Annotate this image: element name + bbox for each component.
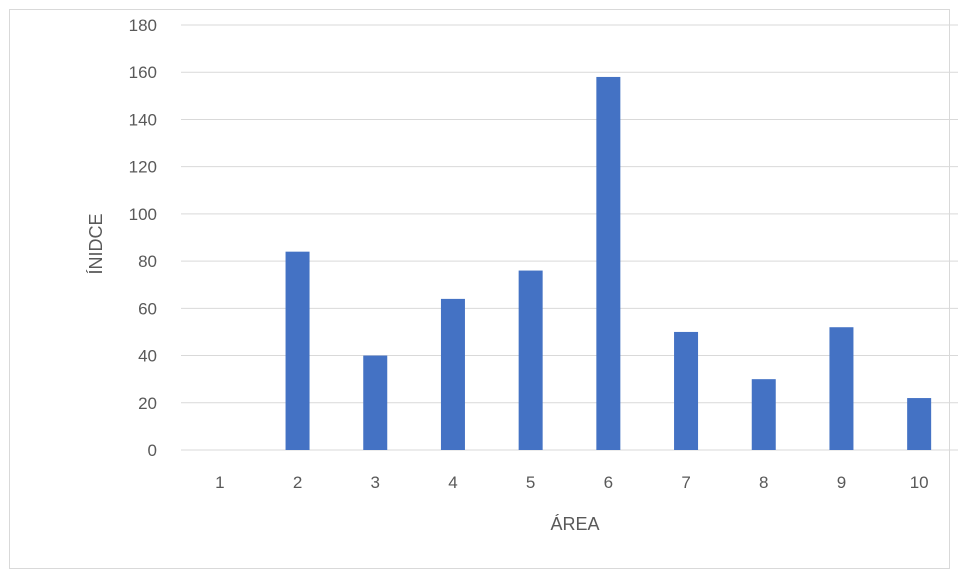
y-tick-label: 120 <box>129 158 157 177</box>
x-tick-label: 7 <box>681 473 690 492</box>
x-tick-label: 5 <box>526 473 535 492</box>
chart-area <box>9 9 950 569</box>
x-axis-tick-labels: 1 2 3 4 5 6 7 8 9 10 <box>215 473 928 492</box>
x-tick-label: 6 <box>604 473 613 492</box>
y-tick-label: 40 <box>138 347 157 366</box>
x-tick-label: 9 <box>837 473 846 492</box>
x-tick-label: 10 <box>910 473 929 492</box>
bar-10 <box>907 398 932 450</box>
bars <box>285 76 932 450</box>
y-axis-tick-labels: 0 20 40 60 80 100 120 140 160 180 <box>129 16 157 460</box>
bar-4 <box>440 298 465 450</box>
y-tick-label: 0 <box>148 441 157 460</box>
x-tick-label: 1 <box>215 473 224 492</box>
y-tick-label: 100 <box>129 205 157 224</box>
gridlines <box>181 24 958 451</box>
y-tick-label: 60 <box>138 299 157 318</box>
x-tick-label: 8 <box>759 473 768 492</box>
y-tick-label: 160 <box>129 63 157 82</box>
bar-8 <box>751 379 776 450</box>
y-tick-label: 180 <box>129 16 157 35</box>
bar-2 <box>285 251 310 450</box>
y-tick-label: 20 <box>138 394 157 413</box>
bar-6 <box>596 76 621 450</box>
bar-3 <box>363 355 388 450</box>
x-tick-label: 3 <box>371 473 380 492</box>
bar-9 <box>829 327 854 450</box>
x-tick-label: 4 <box>448 473 457 492</box>
x-tick-label: 2 <box>293 473 302 492</box>
y-tick-label: 80 <box>138 252 157 271</box>
y-axis-title: ÍNIDCE <box>86 213 106 274</box>
bar-7 <box>674 331 699 450</box>
x-axis-title: ÁREA <box>550 514 599 534</box>
y-tick-label: 140 <box>129 110 157 129</box>
bar-5 <box>518 270 543 450</box>
